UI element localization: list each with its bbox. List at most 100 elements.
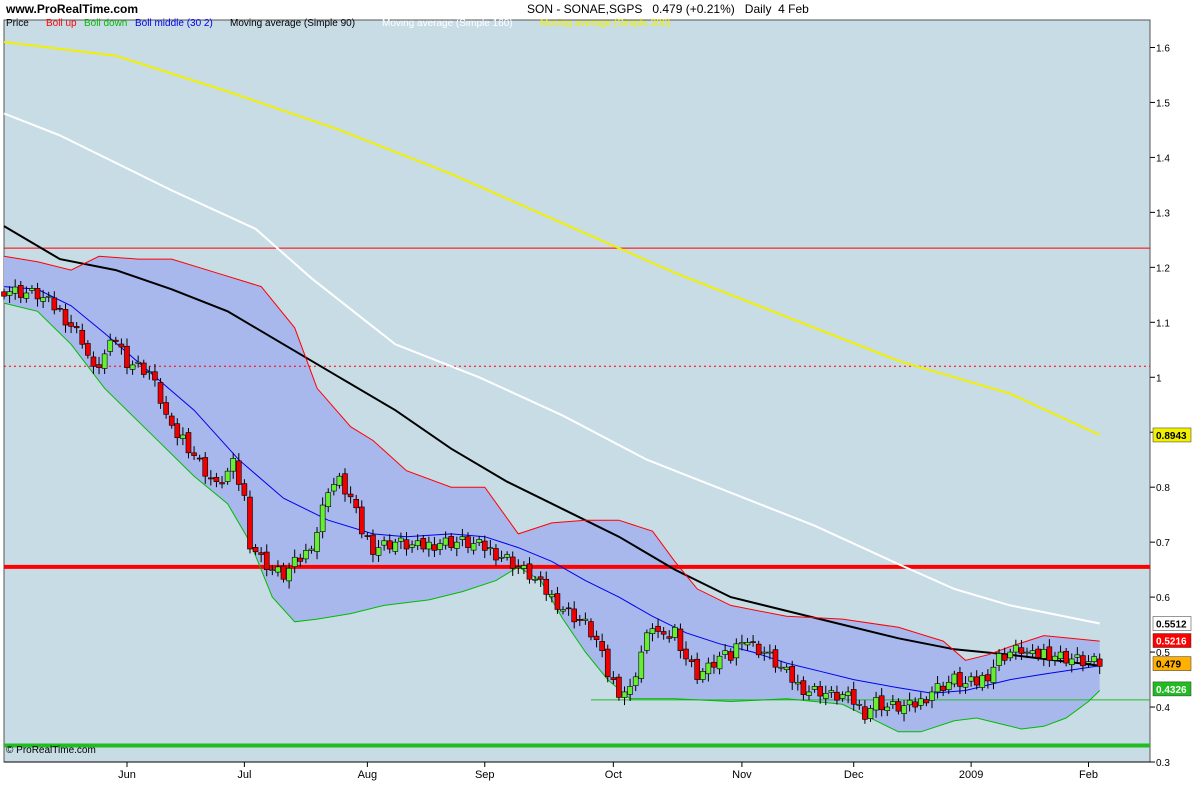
candle — [426, 536, 432, 557]
candle — [834, 685, 840, 705]
candle — [767, 644, 773, 660]
candle — [934, 675, 941, 699]
candle — [739, 634, 745, 651]
y-tick-label: 1 — [1156, 373, 1162, 384]
candle — [688, 655, 695, 668]
candle — [247, 490, 253, 554]
candle — [616, 673, 622, 701]
candle — [755, 640, 762, 659]
candle — [862, 700, 868, 724]
candle — [129, 360, 136, 375]
candle — [34, 282, 41, 307]
candle — [1080, 651, 1086, 672]
candle — [985, 669, 991, 689]
price-label-last: 0.479 — [1152, 656, 1192, 671]
y-tick-label: 0.5 — [1156, 648, 1170, 659]
legend-ma300: Moving average (Simple 300) — [540, 18, 671, 29]
candle — [504, 551, 510, 561]
ma300-line — [3, 41, 1101, 436]
candle — [711, 654, 717, 674]
y-tick-label: 1.3 — [1156, 208, 1170, 219]
candle — [895, 698, 902, 715]
candle — [962, 675, 969, 694]
watermark: © ProRealTime.com — [6, 745, 96, 756]
candle — [90, 351, 97, 374]
candle — [386, 534, 393, 554]
candle — [448, 533, 455, 551]
legend-boll-down: Boll down — [84, 18, 127, 29]
candle — [817, 680, 823, 704]
header-bar: www.ProRealTime.com SON - SONAE,SGPS 0.4… — [0, 0, 1200, 18]
candle — [291, 549, 298, 574]
candle — [621, 686, 628, 706]
candle — [331, 477, 337, 496]
candle — [789, 660, 796, 690]
candle — [437, 539, 443, 556]
instrument-title: SON - SONAE,SGPS — [527, 2, 643, 16]
candle — [783, 663, 790, 673]
candle — [208, 470, 214, 486]
candle — [638, 645, 645, 683]
candle — [1091, 653, 1097, 665]
y-tick-label: 0.8 — [1156, 483, 1170, 494]
candle — [839, 691, 846, 702]
candle — [1057, 645, 1064, 664]
y-tick-label: 0.3 — [1156, 758, 1170, 769]
candle — [750, 635, 756, 647]
candle — [191, 446, 197, 460]
candle — [347, 486, 354, 504]
candle — [744, 638, 751, 651]
candle — [146, 366, 153, 380]
candle — [957, 666, 963, 695]
candle — [465, 532, 471, 554]
candle — [308, 545, 315, 554]
site-title[interactable]: www.ProRealTime.com — [6, 2, 139, 16]
candle — [420, 535, 427, 553]
candle — [672, 624, 678, 641]
candle — [202, 452, 209, 484]
candle — [101, 349, 108, 374]
legend-boll-middle: Boll middle (30 2) — [135, 18, 213, 29]
candle — [62, 303, 69, 333]
candle — [996, 649, 1002, 672]
candle — [1, 288, 7, 300]
candle — [118, 338, 125, 355]
candle — [353, 494, 359, 514]
candle — [917, 692, 924, 710]
candle — [40, 289, 46, 309]
candle — [336, 472, 343, 489]
candle — [431, 536, 438, 557]
candle — [543, 571, 550, 601]
candle — [286, 562, 292, 589]
legend-ma90: Moving average (Simple 90) — [230, 18, 355, 29]
price-chart[interactable]: 0.30.40.50.60.70.80.911.11.21.31.41.51.6… — [0, 18, 1200, 800]
candle — [51, 291, 58, 315]
candle — [476, 536, 482, 546]
candle — [733, 638, 740, 666]
candle — [582, 612, 589, 625]
candle — [990, 659, 997, 690]
candle — [1029, 644, 1036, 659]
candle — [224, 467, 231, 485]
ma160-line — [3, 112, 1100, 625]
candle — [644, 629, 650, 654]
candle — [856, 699, 863, 710]
candle — [1035, 645, 1041, 661]
price-labels: 0.8943 0.5512 0.5216 0.479 0.4326 — [1152, 427, 1192, 697]
x-tick-label: Nov — [732, 769, 752, 781]
x-tick-label: Jul — [237, 769, 251, 781]
instrument-info: SON - SONAE,SGPS 0.479 (+0.21%) Daily 4 … — [527, 2, 809, 16]
candle — [1085, 655, 1092, 668]
candle — [196, 454, 203, 462]
candle — [554, 586, 561, 614]
price-label-boll-up: 0.5216 — [1152, 633, 1192, 648]
candle — [588, 618, 594, 641]
svg-text:0.4326: 0.4326 — [1156, 685, 1187, 696]
candles — [1, 279, 1103, 724]
candle — [180, 427, 186, 446]
candle — [822, 685, 829, 706]
candle — [945, 675, 952, 695]
candle — [901, 700, 907, 722]
candle — [174, 418, 181, 446]
candle — [1046, 639, 1053, 667]
